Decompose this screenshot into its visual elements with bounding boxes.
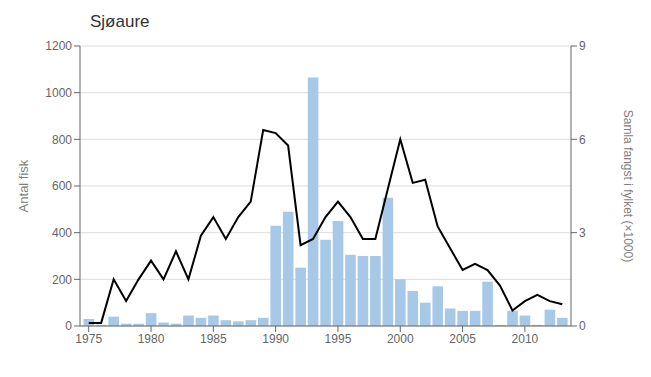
svg-text:3: 3 bbox=[579, 226, 586, 240]
svg-text:800: 800 bbox=[52, 133, 72, 147]
svg-text:1985: 1985 bbox=[200, 332, 227, 346]
svg-text:9: 9 bbox=[579, 39, 586, 53]
svg-text:1980: 1980 bbox=[138, 332, 165, 346]
svg-text:2005: 2005 bbox=[449, 332, 476, 346]
svg-text:Samla fangst i fylket (×1000): Samla fangst i fylket (×1000) bbox=[621, 110, 635, 262]
svg-text:0: 0 bbox=[579, 319, 586, 333]
svg-text:2000: 2000 bbox=[387, 332, 414, 346]
svg-text:1995: 1995 bbox=[325, 332, 352, 346]
svg-text:1200: 1200 bbox=[45, 39, 72, 53]
svg-text:400: 400 bbox=[52, 226, 72, 240]
svg-text:2010: 2010 bbox=[512, 332, 539, 346]
svg-text:Antal fisk: Antal fisk bbox=[16, 159, 31, 212]
svg-text:6: 6 bbox=[579, 133, 586, 147]
svg-text:1000: 1000 bbox=[45, 86, 72, 100]
svg-text:200: 200 bbox=[52, 273, 72, 287]
html-text:Sjøaure: Sjøaure bbox=[90, 12, 150, 31]
svg-text:0: 0 bbox=[65, 319, 72, 333]
svg-text:1990: 1990 bbox=[262, 332, 289, 346]
svg-text:600: 600 bbox=[52, 179, 72, 193]
svg-text:1975: 1975 bbox=[75, 332, 102, 346]
